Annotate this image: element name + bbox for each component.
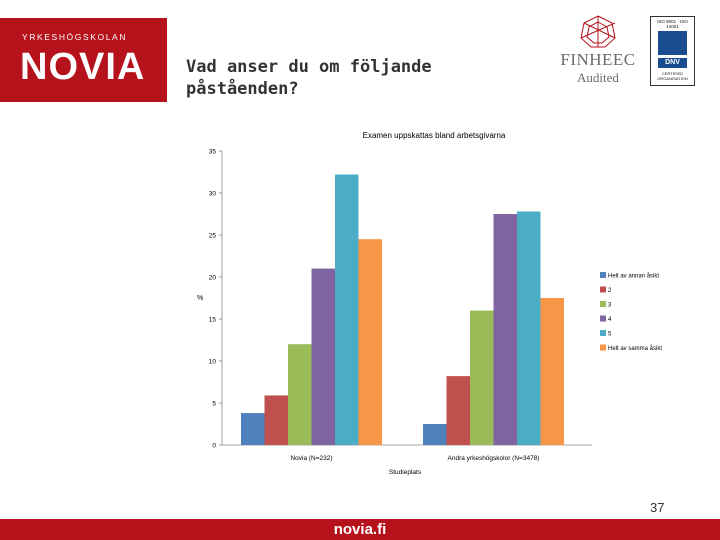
chart-title: Examen uppskattas bland arbetsgivarna xyxy=(363,131,506,140)
bar xyxy=(335,174,359,445)
dnv-brand: DNV xyxy=(658,58,687,68)
legend-swatch xyxy=(600,315,606,322)
novia-logo-name: NOVIA xyxy=(20,46,146,88)
bar xyxy=(423,424,447,445)
dnv-certification-badge: ISO 9001 · ISO 14001 DNV CERTIFIED ORGAN… xyxy=(650,16,695,86)
dnv-iso-text: ISO 9001 · ISO 14001 xyxy=(657,19,688,29)
dnv-cert-text: CERTIFIED ORGANISATION xyxy=(657,71,688,81)
y-tick-label: 20 xyxy=(209,275,217,282)
finheec-logo: FINHEEC Audited xyxy=(553,14,643,99)
bar xyxy=(358,239,382,445)
bar xyxy=(517,211,541,445)
legend-swatch xyxy=(600,272,606,278)
y-tick-label: 10 xyxy=(209,359,217,366)
bar xyxy=(446,376,470,445)
legend-label: Helt av samma åsikt xyxy=(608,345,662,352)
legend-swatch xyxy=(600,344,606,351)
page-number: 37 xyxy=(650,500,665,515)
bar xyxy=(288,344,312,445)
y-tick-label: 0 xyxy=(212,443,216,450)
y-tick-label: 15 xyxy=(209,317,217,324)
x-axis-label: Studieplats xyxy=(389,469,422,476)
x-tick-label: Novia (N=232) xyxy=(290,455,332,462)
novia-logo: YRKESHÖGSKOLAN NOVIA xyxy=(0,18,167,102)
novia-logo-subtitle: YRKESHÖGSKOLAN xyxy=(22,32,128,42)
bar xyxy=(470,310,494,445)
legend-swatch xyxy=(600,286,606,293)
chart-canvas: Examen uppskattas bland arbetsgivarna 0 5… xyxy=(197,131,662,476)
legend-label: 4 xyxy=(608,317,612,323)
bar xyxy=(493,214,517,445)
legend-swatch xyxy=(600,330,606,336)
x-tick-label: Andra yrkeshögskolor (N=3478) xyxy=(448,455,540,462)
footer-bar: novia.fi xyxy=(0,519,720,540)
bar xyxy=(264,395,288,445)
legend-label: 2 xyxy=(608,288,612,294)
slide-title: Vad anser du om följande påståenden? xyxy=(186,57,432,99)
legend-label: 3 xyxy=(608,303,612,309)
bar-chart: Examen uppskattas bland arbetsgivarna 0 5… xyxy=(189,122,677,486)
y-tick-label: 25 xyxy=(209,233,217,240)
bar xyxy=(311,268,335,445)
footer-url[interactable]: novia.fi xyxy=(333,521,387,538)
y-axis-label: % xyxy=(197,295,203,302)
dnv-ship-icon xyxy=(658,31,687,55)
y-tick-label: 35 xyxy=(209,149,217,156)
finheec-name: FINHEEC xyxy=(560,50,636,69)
legend-label: 5 xyxy=(608,332,612,338)
legend-label: Helt av annan åsikt xyxy=(608,273,659,280)
y-tick-label: 30 xyxy=(209,191,217,198)
bar xyxy=(241,413,265,445)
finheec-emblem-icon xyxy=(580,15,616,48)
finheec-tagline: Audited xyxy=(577,70,619,85)
y-tick-label: 5 xyxy=(212,401,216,408)
legend-swatch xyxy=(600,301,606,307)
bar xyxy=(540,298,564,445)
